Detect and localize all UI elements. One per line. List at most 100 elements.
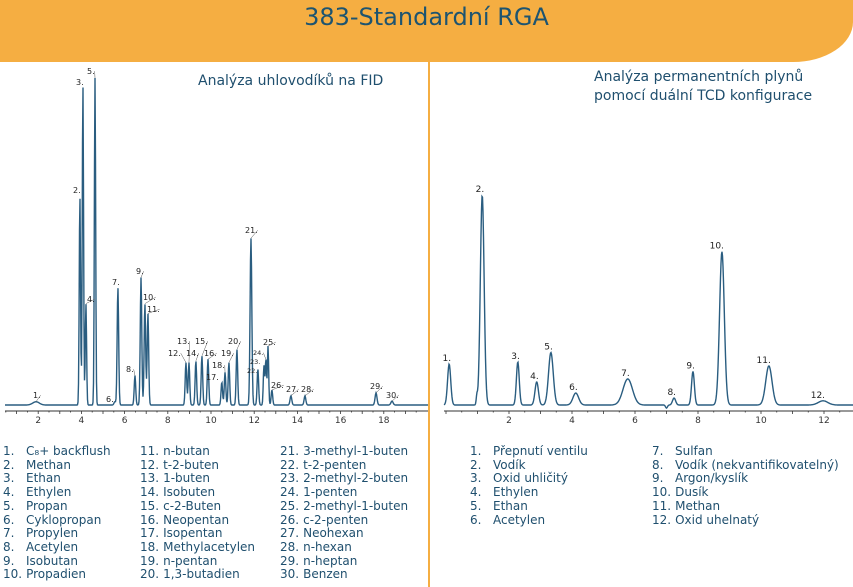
legend-name: 1-penten <box>303 485 358 500</box>
peak-label: 3. <box>76 78 84 87</box>
legend-name: 3-methyl-1-buten <box>303 444 409 458</box>
legend-name: Vodík <box>493 457 526 472</box>
peak-leader-line <box>250 230 258 239</box>
legend-item: 23. 2-methyl-2-buten <box>280 472 408 486</box>
legend-number: 7. <box>3 526 15 541</box>
legend-number: 16. <box>140 512 160 527</box>
legend-item: 15. c-2-Buten <box>140 498 255 514</box>
legend-name: Dusík <box>675 485 709 500</box>
legend-item: 8. Acetylen <box>3 539 111 555</box>
legend-item: 28. n-hexan <box>280 540 408 555</box>
peak-label: 20. <box>228 337 241 346</box>
legend-item: 4. Ethylen <box>470 485 588 500</box>
peak-leader-line <box>147 308 160 314</box>
legend-name: Acetylen <box>493 512 546 527</box>
legend-name: Sulfan <box>675 444 713 458</box>
peak-label: 3. <box>511 352 520 362</box>
legend-column: 1. Přepnutí ventilu 2. Vodík 3. Oxid uhličitý… <box>470 444 588 527</box>
peak-label: 19. <box>221 349 234 358</box>
peak-leader-line <box>140 271 144 278</box>
legend-number: 8. <box>3 539 15 554</box>
peak-label: 1. <box>443 354 452 364</box>
peak-label: 7. <box>621 369 630 379</box>
peak-label: 30. <box>386 391 399 400</box>
legend-item: 25. 2-methyl-1-buten <box>280 498 408 514</box>
peak-leader-line <box>35 395 41 402</box>
legend-name: Ethan <box>26 471 61 486</box>
legend-number: 24. <box>280 485 300 500</box>
peak-leader-line <box>133 369 136 376</box>
peak-label: 16. <box>204 349 217 358</box>
legend-number: 13. <box>140 471 160 486</box>
legend-number: 4. <box>470 485 482 500</box>
legend-name: Cyklopropan <box>26 512 102 527</box>
legend-name: Oxid uhelnatý <box>675 512 760 527</box>
legend-name: c-2-Buten <box>163 498 222 513</box>
legend-name: Neopentan <box>163 512 230 527</box>
legend-number: 12. <box>140 457 160 472</box>
legend-name: 2-methyl-2-buten <box>303 471 409 486</box>
legend-number: 4. <box>3 485 15 500</box>
peak-label: 8. <box>667 388 676 398</box>
page-title: 383-Standardní RGA <box>304 3 549 31</box>
legend-number: 20. <box>140 567 160 582</box>
legend-name: Acetylen <box>26 539 79 554</box>
peak-label: 9. <box>136 267 144 276</box>
legend-name: Methan <box>675 498 721 513</box>
x-tick-label: 12 <box>818 416 829 426</box>
peak-leader-line <box>375 386 383 394</box>
legend-item: 12. t-2-buten <box>140 457 255 473</box>
tcd-signal-line <box>443 194 853 409</box>
x-tick-label: 6 <box>122 416 128 426</box>
legend-number: 15. <box>140 498 160 513</box>
x-tick-label: 8 <box>695 416 701 426</box>
peak-label: 24. <box>253 349 263 357</box>
legend-name: Methylacetylen <box>163 539 256 554</box>
legend-name: n-butan <box>163 444 210 458</box>
legend-number: 9. <box>3 553 15 568</box>
legend-number: 29. <box>280 553 300 568</box>
legend-item: 8. Vodík (nekvantifikovatelný) <box>652 458 839 473</box>
legend-number: 1. <box>470 444 482 458</box>
legend-name: Propylen <box>26 526 79 541</box>
peak-label: 4. <box>530 372 539 382</box>
peak-label: 6. <box>106 395 114 404</box>
legend-number: 22. <box>280 457 300 472</box>
peak-label: 15. <box>195 337 208 346</box>
peak-leader-line <box>188 341 190 363</box>
legend-number: 2. <box>3 457 15 472</box>
fid-chart-title: Analýza uhlovodíků na FID <box>198 73 384 89</box>
peak-label: 6. <box>569 383 578 393</box>
legend-name: C₈+ backflush <box>26 444 111 458</box>
tcd-chart-title: Analýza permanentních plynů pomocí duáln… <box>594 68 812 106</box>
legend-name: t-2-buten <box>163 457 220 472</box>
peak-label: 28. <box>301 385 314 394</box>
legend-column: 21. 3-methyl-1-buten 22. t-2-penten 23. 2-met… <box>280 444 409 582</box>
legend-number: 14. <box>140 485 160 500</box>
peak-label: 25. <box>263 338 276 347</box>
x-tick-label: 4 <box>79 416 85 426</box>
legend-item: 10. Propadien <box>3 567 111 582</box>
legend-number: 10. <box>652 485 672 500</box>
legend-number: 2. <box>470 457 482 472</box>
legend-item: 1. C₈+ backflush <box>3 444 111 459</box>
legend-name: Ethylen <box>26 485 72 500</box>
legend-number: 27. <box>280 526 300 541</box>
x-tick-label: 6 <box>632 416 638 426</box>
peak-leader-line <box>207 352 217 360</box>
legend-name: Neohexan <box>303 526 364 541</box>
x-tick-label: 2 <box>35 416 41 426</box>
peak-label: 18. <box>212 361 225 370</box>
tcd-chart: 2 4 6 8 10 12 1. 2. 3. 4. 5. 6. 7. 8. 9. 10. 11. 12. <box>443 185 853 426</box>
x-tick-label: 18 <box>378 416 390 426</box>
legend-item: 19. n-pentan <box>140 554 255 569</box>
legend-item: 14. Isobuten <box>140 485 255 500</box>
header-banner <box>0 0 853 62</box>
legend-item: 4. Ethylen <box>3 485 111 500</box>
legend-number: 25. <box>280 498 300 513</box>
x-tick-label: 4 <box>569 416 575 426</box>
legend-name: c-2-penten <box>303 512 369 527</box>
peak-label: 12. <box>811 391 825 401</box>
legend-number: 12. <box>652 512 672 527</box>
